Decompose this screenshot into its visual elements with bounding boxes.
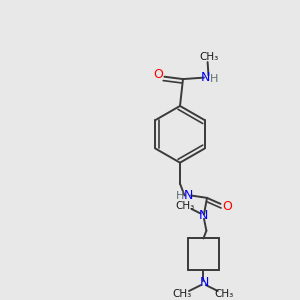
Text: N: N xyxy=(200,276,210,290)
Text: N: N xyxy=(183,189,193,202)
Text: O: O xyxy=(154,68,163,81)
Text: CH₃: CH₃ xyxy=(175,201,194,211)
Text: N: N xyxy=(201,71,210,84)
Text: H: H xyxy=(176,191,184,201)
Text: O: O xyxy=(222,200,232,213)
Text: CH₃: CH₃ xyxy=(200,52,219,62)
Text: H: H xyxy=(210,74,218,84)
Text: CH₃: CH₃ xyxy=(215,289,234,299)
Text: CH₃: CH₃ xyxy=(173,289,192,299)
Text: N: N xyxy=(198,209,208,222)
